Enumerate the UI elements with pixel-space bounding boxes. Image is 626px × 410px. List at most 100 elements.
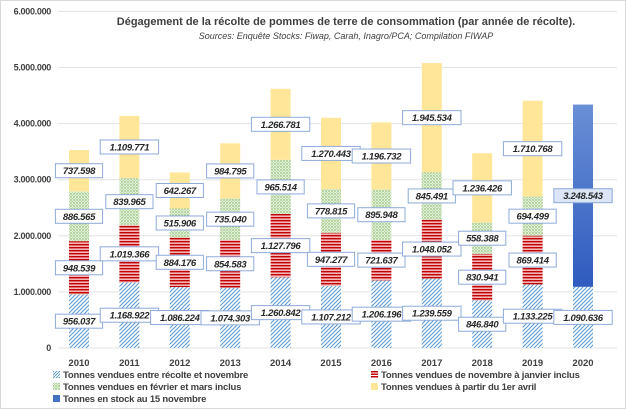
- data-label: 869.414: [516, 256, 549, 267]
- data-label-box: [458, 316, 507, 332]
- x-tick-label: 2017: [421, 358, 442, 369]
- legend-swatch: [371, 383, 378, 390]
- data-label-box: [54, 208, 104, 224]
- data-label-box: [99, 246, 160, 262]
- legend-swatch: [53, 383, 60, 390]
- data-label-box: [553, 309, 613, 325]
- data-label: 1.196.732: [362, 152, 403, 163]
- legend-label: Tonnes vendues en février et mars inclus: [63, 382, 241, 393]
- data-label: 558.388: [466, 234, 499, 245]
- data-label: 735.040: [214, 215, 247, 226]
- data-label: 830.941: [466, 273, 498, 284]
- data-label: 1.239.559: [412, 309, 453, 320]
- data-label: 1.945.534: [412, 113, 453, 124]
- data-label-box: [357, 252, 406, 268]
- data-label: 694.499: [516, 212, 549, 223]
- legend-label: Tonnes vendues de novembre à janvier inc…: [381, 370, 580, 381]
- data-label: 839.965: [113, 197, 146, 208]
- x-tick-label: 2016: [371, 358, 392, 369]
- data-label: 854.583: [214, 259, 247, 270]
- data-label: 1.260.842: [261, 308, 302, 319]
- x-axis: 2010 2011 2012 2013 2014 2015 2016 2017 2018 2019…: [68, 358, 593, 369]
- data-label-box: [105, 194, 154, 210]
- data-label: 956.037: [63, 317, 96, 328]
- legend-label: Tonnes en stock au 15 novembre: [63, 394, 206, 405]
- data-label: 1.710.768: [513, 144, 554, 155]
- x-tick-label: 2011: [119, 358, 140, 369]
- data-label-box: [206, 163, 255, 179]
- data-label: 947.277: [315, 255, 348, 266]
- data-label: 1.266.781: [261, 120, 301, 131]
- x-tick-label: 2012: [169, 358, 190, 369]
- y-tick-label: 2.000.000: [14, 231, 52, 241]
- data-label: 1.206.196: [362, 310, 403, 321]
- data-label-box: [553, 188, 613, 204]
- data-label: 984.795: [214, 166, 247, 177]
- data-label-box: [402, 110, 462, 126]
- data-label-box: [250, 238, 311, 254]
- chart-title: Dégagement de la récolte de pommes de te…: [117, 16, 575, 28]
- data-label: 948.539: [63, 263, 96, 274]
- data-label: 721.637: [365, 256, 398, 267]
- legend-item: Tonnes vendues à partir du 1er avril: [371, 382, 536, 393]
- data-label-box: [256, 179, 305, 195]
- data-label: 886.565: [63, 212, 96, 223]
- data-label-box: [250, 116, 311, 132]
- data-label: 1.048.052: [412, 245, 453, 256]
- data-label: 1.019.366: [110, 249, 151, 260]
- y-tick-label: 6.000.000: [14, 6, 52, 16]
- data-label-box: [155, 183, 204, 199]
- data-label-box: [357, 207, 406, 223]
- x-tick-label: 2018: [472, 358, 493, 369]
- data-label: 884.176: [164, 258, 197, 269]
- data-label: 778.815: [315, 206, 348, 217]
- data-label-box: [402, 241, 462, 257]
- data-label: 1.074.303: [210, 313, 251, 324]
- data-label-box: [206, 211, 255, 227]
- legend-label: Tonnes vendues à partir du 1er avril: [381, 382, 536, 393]
- data-label: 1.270.443: [311, 149, 352, 160]
- data-label: 1.127.796: [261, 241, 302, 252]
- x-tick-label: 2019: [522, 358, 543, 369]
- data-label: 845.491: [416, 191, 448, 202]
- legend-item: Tonnes vendues de novembre à janvier inc…: [371, 370, 580, 381]
- legend-item: Tonnes vendues en février et mars inclus: [53, 382, 241, 393]
- legend-swatch-stripe: [371, 373, 378, 375]
- y-tick-label: 3.000.000: [14, 175, 52, 185]
- x-tick-label: 2013: [220, 358, 241, 369]
- legend: Tonnes vendues entre récolte et novembre…: [53, 370, 580, 405]
- data-label-box: [402, 305, 462, 321]
- y-axis: 0 1.000.000 2.000.000 3.000.000 4.000.000 5.0…: [14, 6, 52, 353]
- x-tick-label: 2014: [270, 358, 292, 369]
- data-label: 846.840: [466, 320, 499, 331]
- data-label-box: [351, 148, 412, 164]
- data-label-box: [54, 260, 104, 276]
- y-tick-label: 0: [46, 343, 51, 353]
- data-label-box: [458, 230, 507, 246]
- y-tick-label: 1.000.000: [14, 287, 52, 297]
- data-label: 737.598: [63, 166, 96, 177]
- data-label: 515.906: [164, 218, 197, 229]
- data-label-box: [99, 139, 160, 155]
- data-label-box: [502, 141, 563, 157]
- data-label: 1.236.426: [462, 183, 503, 194]
- legend-swatch: [53, 395, 60, 402]
- data-label-box: [54, 163, 104, 179]
- data-label: 1.109.771: [110, 142, 150, 153]
- data-label: 1.090.636: [563, 313, 604, 324]
- data-label: 642.267: [164, 186, 197, 197]
- data-labels: 956.037 948.539 886.565 737.598 1.168.922 1.0…: [54, 110, 613, 332]
- data-label-box: [452, 180, 512, 196]
- data-label-box: [306, 203, 356, 219]
- x-tick-label: 2015: [320, 358, 342, 369]
- legend-swatch: [53, 371, 60, 378]
- data-label: 1.133.225: [513, 312, 554, 323]
- legend-swatch: [371, 371, 378, 373]
- data-label-box: [155, 215, 204, 231]
- legend-item: Tonnes en stock au 15 novembre: [53, 394, 206, 405]
- data-label-box: [155, 254, 204, 270]
- legend-label: Tonnes vendues entre récolte et novembre: [63, 370, 248, 381]
- chart-subtitle: Sources: Enquête Stocks: Fiwap, Carah, I…: [199, 31, 493, 41]
